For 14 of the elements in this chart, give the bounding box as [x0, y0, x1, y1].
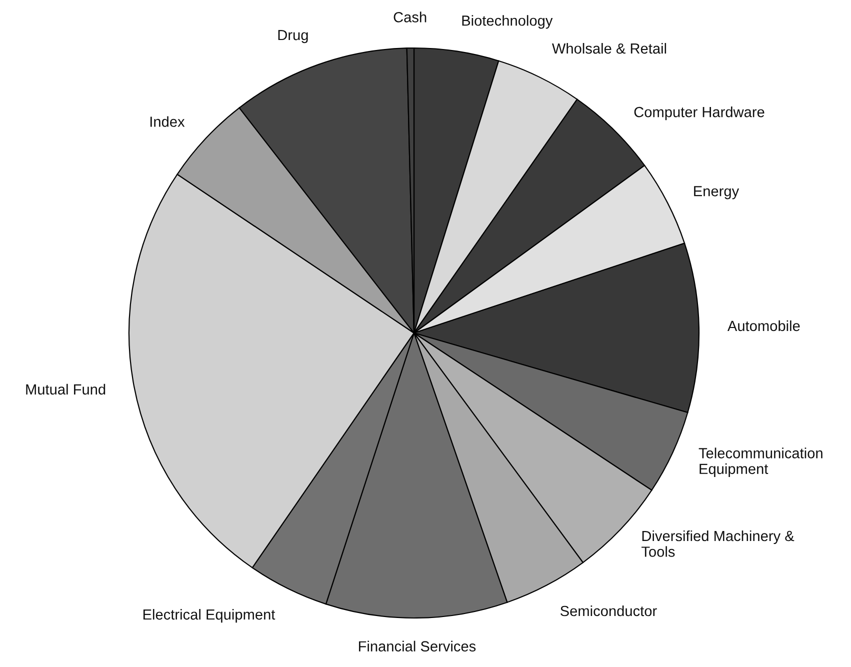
slice-label: Automobile [727, 320, 800, 332]
slice-label: Energy [694, 186, 740, 200]
slice-label: Index [150, 116, 185, 127]
slice-label: Diversified Machinery & Tools [642, 530, 794, 557]
slice-label: Biotechnology [462, 15, 553, 29]
slice-label: Cash [394, 12, 426, 22]
slice-label: Computer Hardware [634, 106, 764, 120]
slice-label: Electrical Equipment [143, 608, 276, 623]
slice-label: Wholsale & Retail [552, 42, 666, 54]
slice-label: Telecommunication Equipment [698, 448, 822, 477]
slice-label: Financial Services [358, 640, 476, 652]
slice-label: Mutual Fund [26, 384, 106, 395]
slice-label: Drug [278, 30, 308, 44]
slice-label: Semiconductor [560, 605, 657, 616]
